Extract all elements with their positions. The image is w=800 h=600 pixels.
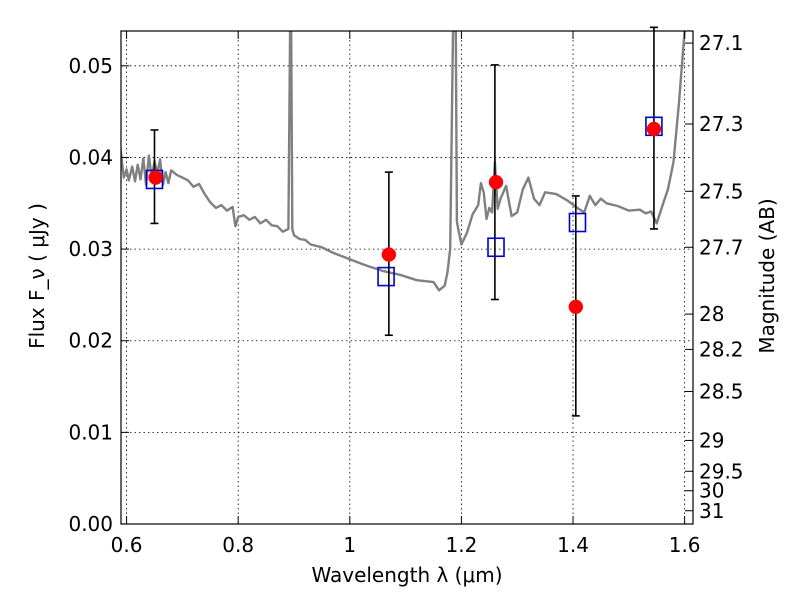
y-ticks: 0.00 0.01 0.02 0.03 0.04 0.05 (68, 54, 129, 536)
x-tick-label: 0.8 (222, 533, 254, 557)
grid (121, 31, 693, 525)
y-tick-label: 0.03 (68, 237, 113, 261)
y-tick-label: 0.00 (68, 512, 113, 536)
y-tick-label: 0.02 (68, 329, 113, 353)
spectrum-layer (121, 31, 686, 292)
x-tick-label: 1.2 (446, 533, 478, 557)
magnitude-tick-label: 29.5 (699, 459, 744, 483)
model-photometry-square (377, 266, 395, 287)
plot-frame (120, 30, 694, 525)
y-axis-label: Flux F_ν ( μJy ) (25, 203, 49, 349)
magnitude-tick-label: 31 (699, 499, 724, 523)
measured-photometry-point (381, 247, 397, 262)
magnitude-tick-label: 27.3 (699, 112, 744, 136)
x-ticks: 0.6 0.8 1 1.2 1.4 1.6 (111, 31, 701, 557)
x-tick-label: 1.6 (669, 533, 701, 557)
y-tick-label: 0.04 (68, 145, 113, 169)
model-photometry-square (487, 237, 505, 258)
measured-photometry-point (148, 170, 163, 185)
magnitude-tick-label: 29 (699, 428, 724, 452)
magnitude-tick-label: 27.1 (699, 31, 744, 55)
points-layer (145, 26, 663, 417)
magnitude-tick-label: 27.5 (699, 179, 744, 203)
measured-photometry-point (488, 174, 504, 190)
magnitude-tick-label: 28.5 (699, 380, 744, 404)
x-tick-label: 0.6 (111, 533, 143, 557)
y-tick-label: 0.01 (68, 420, 113, 444)
magnitude-tick-label: 27.7 (699, 235, 744, 259)
y-axis-right-label: Magnitude (AB) (755, 198, 779, 353)
model-photometry-square (568, 212, 587, 233)
x-axis-label: Wavelength λ (μm) (311, 563, 502, 587)
magnitude-tick-label: 28 (699, 302, 724, 326)
measured-photometry-point (646, 121, 662, 137)
measured-photometry-point (568, 299, 584, 315)
x-tick-label: 1.4 (557, 533, 589, 557)
x-tick-label: 1 (343, 533, 356, 557)
y-tick-label: 0.05 (68, 54, 113, 78)
magnitude-tick-label: 30 (699, 479, 724, 503)
magnitude-tick-label: 28.2 (699, 337, 744, 361)
model-spectrum-line (121, 31, 686, 292)
